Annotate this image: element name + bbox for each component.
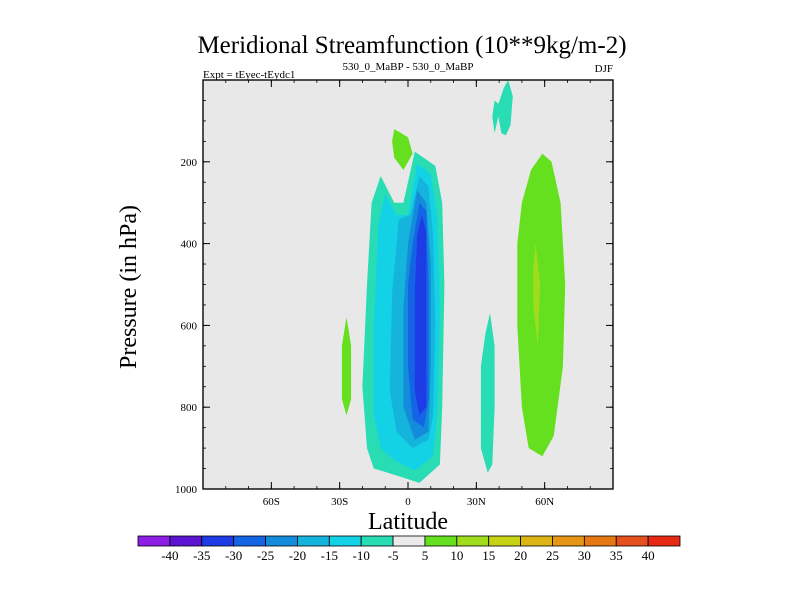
colorbar-swatch: [265, 535, 298, 547]
y-tick-label: 800: [181, 402, 198, 414]
colorbar-label: 15: [482, 548, 495, 563]
contour-nh-cell-core: [533, 243, 541, 346]
chart-title: Meridional Streamfunction (10**9kg/m-2): [197, 32, 626, 59]
colorbar-swatch: [488, 535, 521, 547]
colorbar-swatch: [233, 535, 266, 547]
colorbar-label: 10: [450, 548, 463, 563]
colorbar-swatch: [169, 535, 203, 547]
colorbar-label: -15: [321, 548, 338, 563]
colorbar-swatch: [392, 535, 426, 547]
colorbar-label: -40: [161, 548, 178, 563]
x-tick-label: 60N: [535, 496, 554, 508]
x-axis-label: Latitude: [368, 509, 448, 535]
colorbar-label: -10: [353, 548, 370, 563]
colorbar: -40 -35 -30 -25 -20 -15 -10 -5 5 10 15 20 25 30 35 40: [137, 535, 681, 563]
colorbar-swatch: [583, 535, 617, 547]
x-tick-label: 0: [405, 496, 411, 508]
colorbar-swatch: [328, 535, 362, 547]
x-tick-label: 30S: [331, 496, 348, 508]
plot-frame: [202, 79, 614, 490]
contour-midlat-sh-cell: [341, 317, 352, 416]
contour-upper-cell-eq: [392, 129, 413, 170]
x-tick-label: 30N: [467, 496, 486, 508]
colorbar-label: 5: [422, 548, 429, 563]
colorbar-swatch: [360, 535, 394, 547]
y-tick-label: 1000: [175, 484, 198, 496]
colorbar-swatch: [456, 535, 490, 547]
y-tick-label: 600: [181, 320, 198, 332]
colorbar-label: -5: [388, 548, 399, 563]
subtitle-right: DJF: [595, 63, 613, 75]
subtitle-center: 530_0_MaBP - 530_0_MaBP: [343, 61, 474, 73]
contour-upper-cell-nh: [496, 80, 513, 136]
colorbar-swatch: [137, 535, 171, 547]
colorbar-swatch: [647, 535, 681, 547]
colorbar-swatch: [520, 535, 553, 547]
x-tick-label: 60S: [263, 496, 280, 508]
colorbar-label: -20: [289, 548, 306, 563]
colorbar-label: -30: [225, 548, 242, 563]
contour-midlat-nh-cell: [480, 313, 495, 473]
contour-regions: [341, 80, 566, 483]
colorbar-label: 40: [642, 548, 655, 563]
colorbar-swatch: [201, 535, 235, 547]
colorbar-label: 20: [514, 548, 527, 563]
contour-upper-cell-nh-inner: [492, 100, 500, 134]
colorbar-label: 35: [610, 548, 623, 563]
colorbar-label: -25: [257, 548, 274, 563]
colorbar-swatch: [552, 535, 585, 547]
y-tick-label: 200: [181, 157, 198, 169]
subtitle-left: Expt = tEyec-tEydc1: [203, 69, 295, 81]
y-axis-label: Pressure (in hPa): [116, 205, 142, 369]
colorbar-swatch: [297, 535, 330, 547]
y-tick-label: 400: [181, 239, 198, 251]
colorbar-swatch: [424, 535, 458, 547]
contour-sh-cell-m30: [414, 215, 427, 416]
colorbar-swatch: [615, 535, 649, 547]
plot-area: 60S 30S 0 30N 60N 200 400 600 800 1000: [175, 79, 614, 508]
colorbar-label: -35: [193, 548, 210, 563]
contour-nh-cell-outer: [517, 153, 566, 457]
colorbar-label: 30: [578, 548, 591, 563]
colorbar-label: 25: [546, 548, 559, 563]
